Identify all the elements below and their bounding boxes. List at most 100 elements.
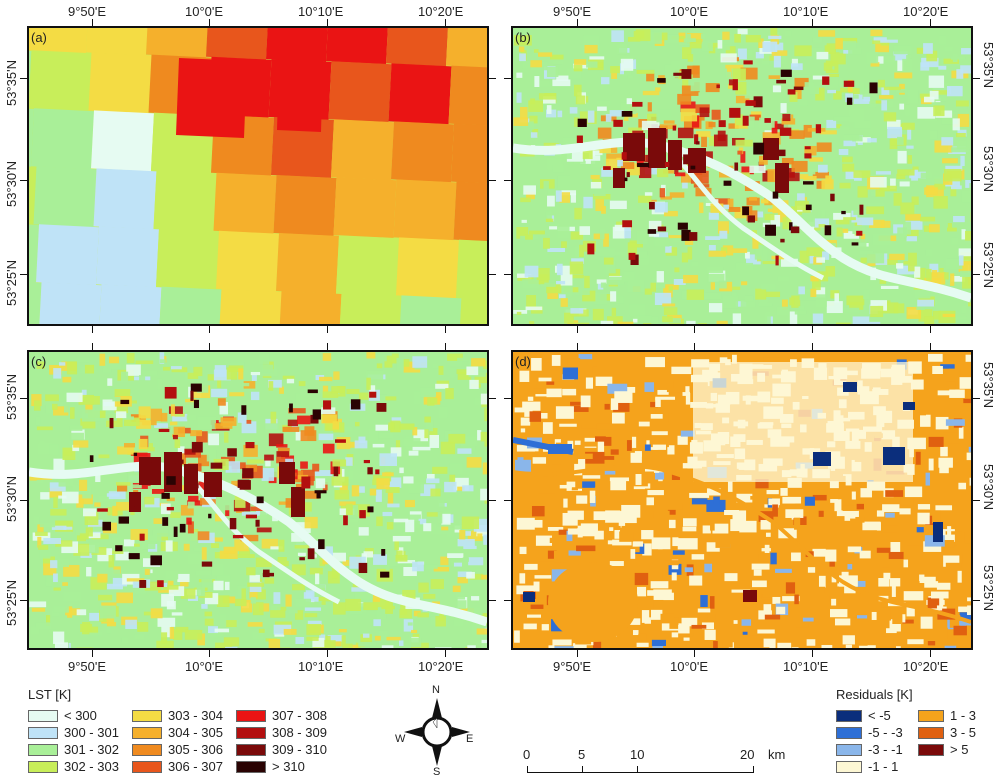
residual-legend-swatch bbox=[836, 744, 862, 756]
lon-label-bottom-c-4: 10°20'E bbox=[418, 659, 464, 674]
graticule-tick bbox=[327, 650, 328, 657]
residual-legend-swatch bbox=[918, 744, 944, 756]
lon-label-bottom-c-2: 10°0'E bbox=[185, 659, 224, 674]
scale-label-20: 20 bbox=[740, 747, 755, 762]
lst-legend-label: 300 - 301 bbox=[64, 725, 119, 740]
lst-legend-label: 304 - 305 bbox=[168, 725, 223, 740]
graticule-tick bbox=[327, 326, 328, 333]
lst-legend-swatch bbox=[28, 761, 58, 773]
graticule-tick bbox=[327, 19, 328, 26]
lst-legend-swatch bbox=[132, 744, 162, 756]
lat-label-left-c-1: 53°35'N bbox=[4, 374, 19, 420]
lat-label-left-c-2: 53°30'N bbox=[4, 476, 19, 522]
graticule-tick bbox=[812, 650, 813, 657]
graticule-tick bbox=[504, 78, 511, 79]
graticule-tick bbox=[20, 500, 27, 501]
lst-legend-label: 306 - 307 bbox=[168, 759, 223, 774]
graticule-tick bbox=[577, 19, 578, 26]
graticule-tick bbox=[445, 343, 446, 350]
residual-legend-label: 3 - 5 bbox=[950, 725, 977, 740]
south-label: S bbox=[433, 766, 441, 778]
lon-label-bottom-c-3: 10°10'E bbox=[298, 659, 344, 674]
lat-label-right-b-2: 53°30'N bbox=[981, 146, 996, 192]
lon-label-bottom-c-1: 9°50'E bbox=[68, 659, 107, 674]
lon-label-bottom-d-4: 10°20'E bbox=[903, 659, 949, 674]
panel-c-label: (c) bbox=[31, 354, 47, 369]
lst-legend-label: > 310 bbox=[272, 759, 305, 774]
graticule-tick bbox=[577, 326, 578, 333]
west-label: W bbox=[395, 733, 406, 745]
graticule-tick bbox=[930, 650, 931, 657]
panel-a-label: (a) bbox=[31, 30, 47, 45]
graticule-tick bbox=[20, 274, 27, 275]
lon-label-top-a-3: 10°10'E bbox=[298, 4, 344, 19]
residual-legend-swatch bbox=[836, 710, 862, 722]
graticule-tick bbox=[577, 650, 578, 657]
lst-legend-swatch bbox=[132, 710, 162, 722]
lst-legend-label: 302 - 303 bbox=[64, 759, 119, 774]
graticule-tick bbox=[930, 326, 931, 333]
lat-label-left-a-1: 53°35'N bbox=[4, 60, 19, 106]
panel-b-sharpened-lst: (b) bbox=[511, 26, 973, 326]
lat-label-left-a-3: 53°25'N bbox=[4, 260, 19, 306]
residual-legend-label: -3 - -1 bbox=[868, 742, 903, 757]
lst-legend-label: < 300 bbox=[64, 708, 97, 723]
lst-legend-swatch bbox=[28, 744, 58, 756]
lst-legend-title: LST [K] bbox=[28, 687, 72, 702]
graticule-tick bbox=[973, 600, 980, 601]
panel-d-label: (d) bbox=[515, 354, 531, 369]
scale-unit: km bbox=[768, 747, 786, 762]
lst-legend-swatch bbox=[236, 744, 266, 756]
scale-label-10: 10 bbox=[630, 747, 645, 762]
graticule-tick bbox=[930, 343, 931, 350]
graticule-tick bbox=[489, 274, 496, 275]
panel-c-map bbox=[29, 352, 487, 648]
graticule-tick bbox=[92, 343, 93, 350]
lat-label-right-d-3: 53°25'N bbox=[981, 565, 996, 611]
graticule-tick bbox=[20, 600, 27, 601]
lst-legend-label: 308 - 309 bbox=[272, 725, 327, 740]
graticule-tick bbox=[445, 650, 446, 657]
lon-label-bottom-d-2: 10°0'E bbox=[670, 659, 709, 674]
graticule-tick bbox=[489, 398, 496, 399]
graticule-tick bbox=[445, 326, 446, 333]
graticule-tick bbox=[489, 600, 496, 601]
panel-c-reference-lst: (c) bbox=[27, 350, 489, 650]
lat-label-right-d-1: 53°35'N bbox=[981, 362, 996, 408]
graticule-tick bbox=[812, 19, 813, 26]
lst-legend-label: 305 - 306 bbox=[168, 742, 223, 757]
residual-legend-label: -1 - 1 bbox=[868, 759, 899, 774]
lst-legend-swatch bbox=[236, 727, 266, 739]
graticule-tick bbox=[209, 19, 210, 26]
graticule-tick bbox=[92, 650, 93, 657]
graticule-tick bbox=[504, 398, 511, 399]
panel-d-map bbox=[513, 352, 971, 648]
lst-legend-swatch bbox=[28, 727, 58, 739]
lst-legend-label: 307 - 308 bbox=[272, 708, 327, 723]
lst-legend-label: 301 - 302 bbox=[64, 742, 119, 757]
graticule-tick bbox=[504, 500, 511, 501]
graticule-tick bbox=[812, 326, 813, 333]
north-label: N bbox=[432, 684, 440, 696]
lon-label-bottom-d-1: 9°50'E bbox=[553, 659, 592, 674]
lon-label-top-b-4: 10°20'E bbox=[903, 4, 949, 19]
lst-legend-label: 303 - 304 bbox=[168, 708, 223, 723]
graticule-tick bbox=[694, 650, 695, 657]
graticule-tick bbox=[20, 398, 27, 399]
lst-legend-label: 309 - 310 bbox=[272, 742, 327, 757]
graticule-tick bbox=[92, 326, 93, 333]
graticule-tick bbox=[504, 180, 511, 181]
east-label: E bbox=[466, 733, 474, 745]
residual-legend-label: -5 - -3 bbox=[868, 725, 903, 740]
graticule-tick bbox=[812, 343, 813, 350]
graticule-tick bbox=[930, 19, 931, 26]
graticule-tick bbox=[209, 326, 210, 333]
lat-label-right-b-3: 53°25'N bbox=[981, 242, 996, 288]
lon-label-top-b-2: 10°0'E bbox=[670, 4, 709, 19]
residual-legend-swatch bbox=[836, 727, 862, 739]
lon-label-top-b-1: 9°50'E bbox=[553, 4, 592, 19]
lat-label-left-a-2: 53°30'N bbox=[4, 161, 19, 207]
graticule-tick bbox=[20, 180, 27, 181]
residual-legend-swatch bbox=[918, 727, 944, 739]
residual-legend-label: > 5 bbox=[950, 742, 969, 757]
